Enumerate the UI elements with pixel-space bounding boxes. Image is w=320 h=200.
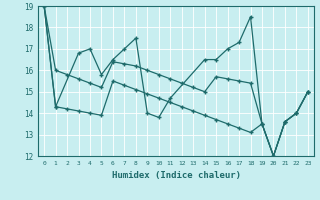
- X-axis label: Humidex (Indice chaleur): Humidex (Indice chaleur): [111, 171, 241, 180]
